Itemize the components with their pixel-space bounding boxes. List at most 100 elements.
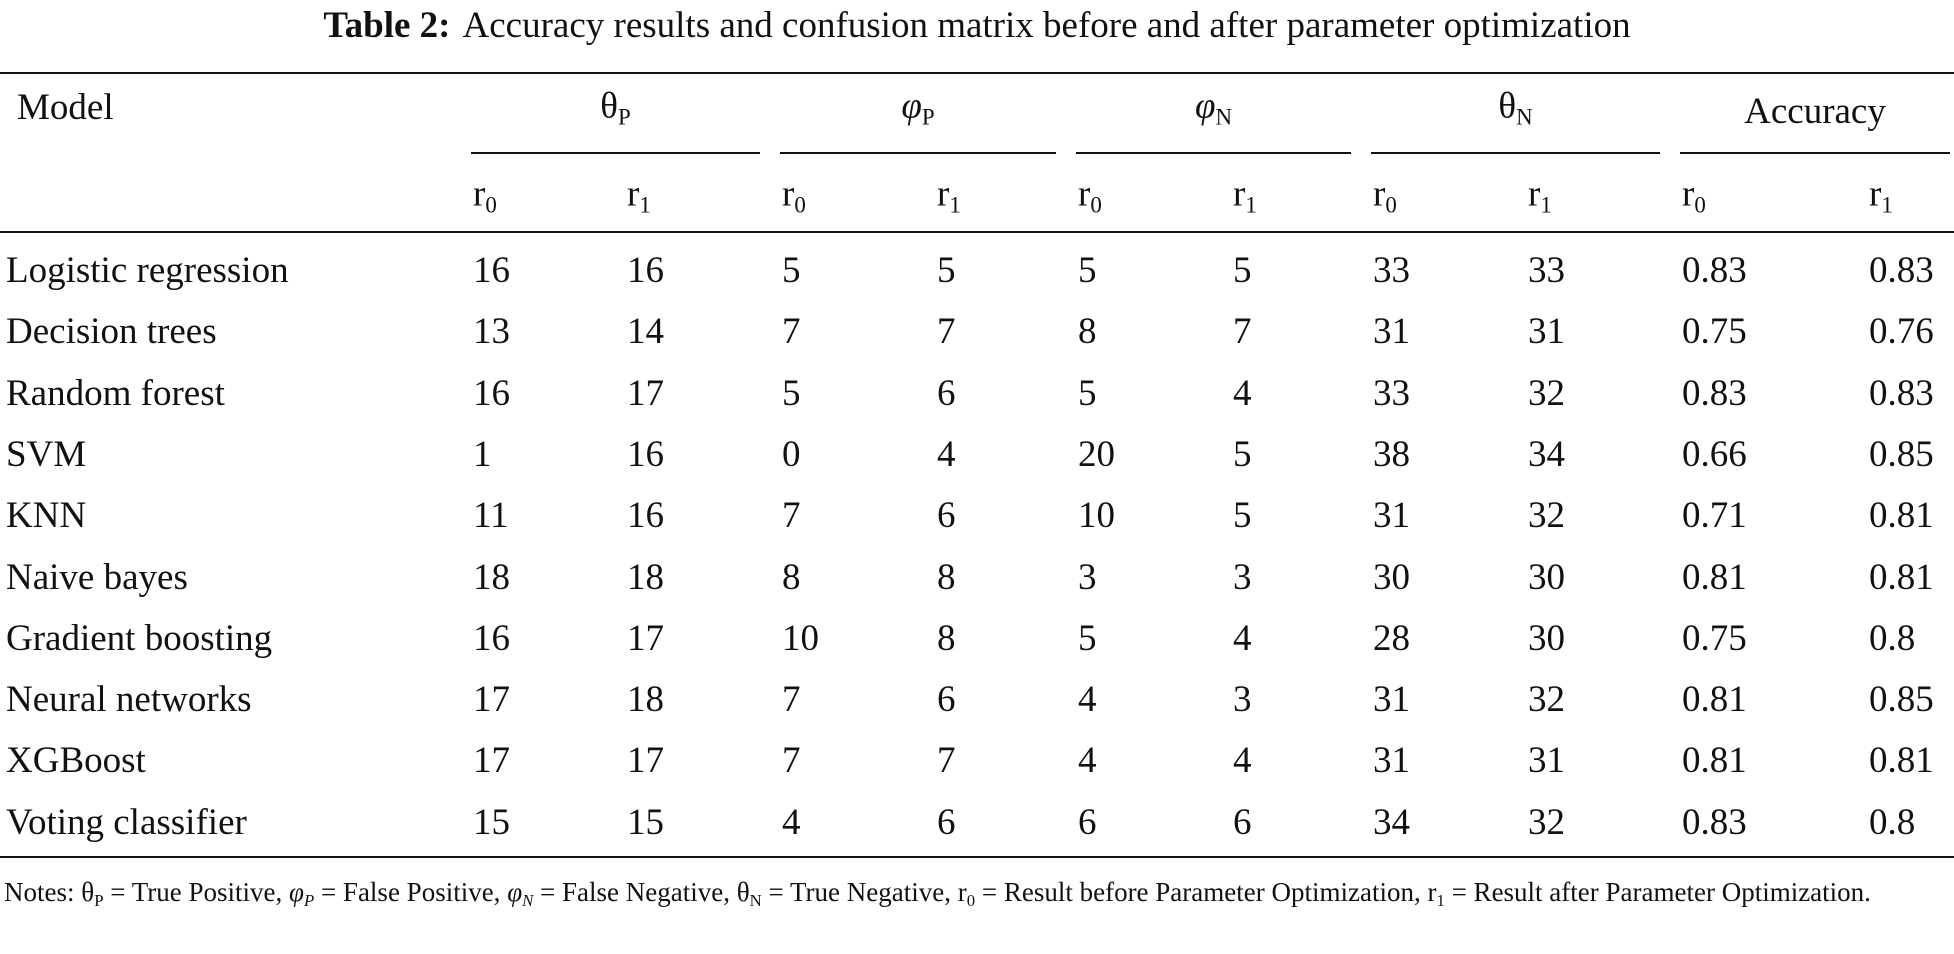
cell-value: 0.81	[1682, 556, 1747, 598]
cell-value: 15	[627, 801, 664, 843]
subheader: r0	[782, 173, 806, 228]
subheader-label: r1	[627, 174, 651, 218]
notes: Notes: θP = True Positive, φP = False Po…	[4, 873, 1944, 920]
note-text: = False Negative,	[540, 877, 730, 907]
cell-value: 0.81	[1869, 740, 1934, 782]
cell-value: 18	[627, 556, 664, 598]
cell-value: 7	[937, 311, 956, 353]
model-name: XGBoost	[6, 740, 146, 782]
cell-value: 0	[782, 433, 801, 475]
subheader: r1	[1528, 173, 1552, 228]
cell-value: 4	[1233, 372, 1252, 414]
subheader-label: r0	[1078, 173, 1102, 218]
cell-value: 13	[473, 311, 510, 353]
cell-value: 0.8	[1869, 801, 1916, 843]
cell-value: 18	[627, 679, 664, 721]
cell-value: 0.81	[1869, 556, 1934, 598]
cell-value: 17	[473, 740, 510, 782]
note-symbol: φ	[507, 877, 523, 907]
subheader-label: r1	[1528, 174, 1552, 218]
cell-value: 0.75	[1682, 617, 1747, 659]
subheader-label-sub: 1	[949, 192, 961, 218]
subheader: r1	[627, 173, 651, 228]
subheader-label-sub: 1	[1540, 192, 1552, 218]
subheader-label-sub: 1	[1245, 192, 1257, 218]
cell-value: 32	[1528, 372, 1565, 414]
note-item: θN = True Negative,	[736, 877, 951, 910]
cell-value: 16	[627, 433, 664, 475]
note-symbol: θ	[736, 877, 750, 907]
subheader: r0	[1078, 173, 1102, 228]
note-text: = Result before Parameter Optimization,	[981, 877, 1421, 907]
subheader-label-sub: 0	[1694, 192, 1706, 218]
cell-value: 16	[627, 250, 664, 291]
subheader: r1	[937, 173, 961, 228]
cell-value: 0.66	[1682, 433, 1747, 475]
note-item: φN = False Negative,	[507, 877, 730, 910]
cell-value: 33	[1528, 250, 1565, 291]
cell-value: 8	[782, 556, 801, 598]
model-name: KNN	[6, 495, 87, 537]
subheader-label-symbol: r	[937, 173, 950, 215]
subheader-label-sub: 0	[794, 192, 806, 218]
cell-value: 7	[1233, 311, 1252, 353]
cell-value: 38	[1373, 433, 1410, 475]
cell-value: 16	[627, 495, 664, 537]
group-rule	[1371, 152, 1660, 154]
cell-value: 5	[937, 250, 956, 291]
model-name: Naive bayes	[6, 556, 188, 598]
note-sub: P	[303, 891, 315, 911]
group-rule	[1076, 152, 1351, 154]
subheader-label-sub: 0	[1090, 192, 1102, 218]
cell-value: 16	[473, 250, 510, 291]
cell-value: 30	[1528, 617, 1565, 659]
note-text: = True Positive,	[110, 877, 283, 907]
cell-value: 0.83	[1682, 801, 1747, 843]
subheader-label-symbol: r	[1869, 173, 1882, 215]
group-header: Accuracy	[1680, 90, 1950, 134]
note-symbol: θ	[81, 877, 95, 907]
title-text: Accuracy results and confusion matrix be…	[462, 5, 1631, 46]
subheader-label-symbol: r	[1078, 173, 1091, 215]
header-rule	[0, 231, 1954, 233]
cell-value: 0.81	[1869, 495, 1934, 537]
cell-value: 18	[473, 556, 510, 598]
cell-value: 14	[627, 311, 664, 353]
cell-value: 4	[1233, 617, 1252, 659]
cell-value: 4	[782, 801, 801, 843]
cell-value: 7	[782, 679, 801, 721]
subheader-label: r0	[473, 174, 497, 218]
note-symbol: r	[1427, 877, 1437, 907]
cell-value: 16	[473, 372, 510, 414]
cell-value: 34	[1528, 433, 1565, 475]
cell-value: 5	[1078, 617, 1097, 659]
cell-value: 32	[1528, 679, 1565, 721]
cell-value: 8	[937, 617, 956, 659]
note-text: = False Positive,	[320, 877, 501, 907]
group-header: φN	[1076, 85, 1351, 140]
note-symbol: φ	[289, 877, 304, 907]
group-label-symbol: φ	[1194, 85, 1216, 127]
cell-value: 6	[937, 495, 956, 537]
cell-value: 31	[1373, 495, 1410, 537]
subheader-label-symbol: r	[782, 173, 795, 215]
cell-value: 3	[1233, 679, 1252, 721]
cell-value: 33	[1373, 250, 1410, 291]
cell-value: 31	[1528, 740, 1565, 782]
column-header: Model	[17, 87, 114, 128]
model-name: Gradient boosting	[6, 617, 273, 659]
subheader: r0	[473, 173, 497, 228]
cell-value: 0.85	[1869, 679, 1934, 721]
cell-value: 0.83	[1869, 250, 1934, 291]
cell-value: 7	[782, 495, 801, 537]
model-name: Decision trees	[6, 311, 217, 353]
cell-value: 0.83	[1869, 372, 1934, 414]
group-label-sub: P	[617, 104, 631, 130]
group-label-symbol: θ	[1498, 85, 1517, 127]
cell-value: 32	[1528, 495, 1565, 537]
cell-value: 1	[473, 433, 492, 475]
cell-value: 17	[627, 372, 664, 414]
note-sub: 0	[966, 891, 976, 911]
group-label: Accuracy	[1744, 91, 1886, 132]
